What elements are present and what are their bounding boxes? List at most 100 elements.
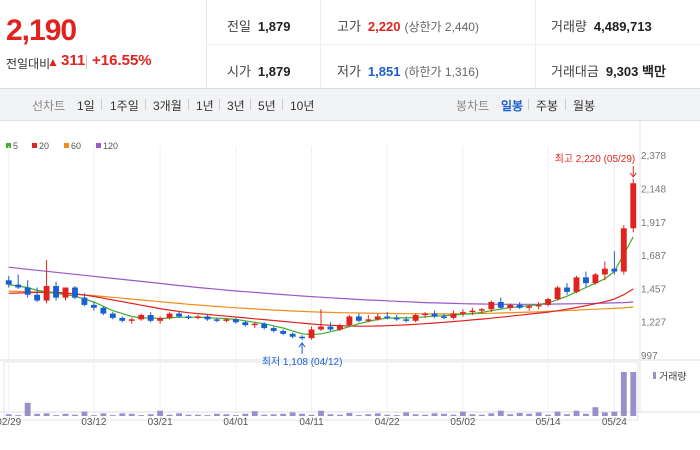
candle-body — [232, 319, 239, 323]
info-row-divider — [206, 44, 700, 45]
volume-panel-border — [3, 361, 639, 421]
legend-swatch — [64, 143, 69, 148]
legend-ma60: 60 — [64, 141, 81, 151]
x-tick-label: 05/24 — [602, 417, 627, 428]
volume-bar — [223, 414, 230, 416]
volume-bar — [318, 410, 324, 416]
candle-body — [157, 317, 164, 321]
candle-body — [242, 322, 249, 326]
volume-bar — [554, 411, 561, 416]
candle-body — [469, 310, 476, 313]
candle-body — [138, 315, 145, 320]
volume-bar — [53, 415, 59, 416]
candle-body — [308, 329, 315, 339]
candle-body — [346, 316, 353, 326]
candle-body — [601, 268, 608, 275]
volume-bar — [242, 413, 249, 416]
candle-body — [592, 274, 599, 284]
candle-body — [251, 323, 258, 326]
volume-bar — [583, 413, 589, 416]
open-price: 시가 1,879 — [227, 64, 291, 79]
volume-bar — [195, 414, 201, 416]
tab-period-5y[interactable]: 5년 — [258, 99, 276, 113]
volume-bar — [346, 412, 353, 416]
volume-bar — [564, 414, 570, 416]
candle-body — [318, 326, 324, 330]
candle-body — [450, 313, 457, 318]
tab-divider — [282, 99, 283, 110]
candle-body — [564, 287, 570, 292]
volume: 거래량 4,489,713 — [551, 19, 652, 34]
candle-body — [526, 306, 533, 308]
candle-body — [289, 333, 296, 337]
candle-body — [128, 319, 135, 321]
stock-chart[interactable]: 거래량 2,378 2,148 1,917 1,687 1,457 1,227 997 02… — [0, 120, 700, 450]
y-tick-label: 2,148 — [641, 184, 666, 195]
tab-period-1w[interactable]: 1주일 — [110, 99, 139, 113]
tab-period-3m[interactable]: 3개월 — [153, 99, 182, 113]
candlesticks — [5, 178, 637, 340]
candle-body — [185, 316, 192, 318]
candle-body — [630, 183, 637, 229]
trade-amount: 거래대금 9,303 백만 — [551, 64, 666, 79]
tab-divider — [528, 99, 529, 110]
change-percent: +16.55% — [92, 52, 152, 69]
volume-bar — [251, 411, 258, 416]
candle-body — [261, 323, 268, 329]
tab-monthly[interactable]: 월봉 — [573, 99, 596, 113]
candle-chart-label: 봉차트 — [456, 99, 490, 113]
volume-bar — [261, 414, 268, 416]
volume-bar — [469, 414, 476, 416]
volume-bar — [270, 414, 277, 416]
volume-bar — [43, 413, 50, 416]
chart-grid — [0, 120, 700, 421]
tab-period-3y[interactable]: 3년 — [227, 99, 245, 113]
x-tick-label: 04/01 — [223, 417, 248, 428]
legend-ma120: 120 — [96, 141, 118, 151]
x-tick-label: 02/29 — [0, 417, 22, 428]
volume-bar — [299, 413, 306, 416]
volume-bar — [34, 413, 41, 416]
volume-bar — [497, 410, 504, 416]
candle-body — [554, 287, 561, 300]
change-divider — [86, 55, 87, 69]
volume-bar — [431, 413, 438, 416]
candle-body — [545, 299, 552, 305]
volume-bar — [601, 412, 608, 416]
high-annotation: 최고 2,220 (05/29) — [555, 153, 636, 165]
volume-bar — [157, 410, 164, 416]
candle-body — [336, 325, 343, 330]
volume-bars: 거래량 — [5, 371, 687, 416]
quote-header: 2,190 전일대비 ▲ 311 +16.55% 전일 1,879 고가 2,220… — [0, 0, 700, 89]
tab-weekly[interactable]: 주봉 — [536, 99, 559, 113]
tab-period-1d[interactable]: 1일 — [77, 99, 95, 113]
volume-bar — [62, 413, 69, 416]
legend-swatch — [96, 143, 101, 148]
low-annotation: 최저 1,108 (04/12) — [262, 356, 343, 368]
candle-body — [374, 316, 381, 320]
volume-bar — [422, 414, 429, 416]
volume-bar — [109, 415, 116, 416]
volume-bar — [592, 407, 599, 416]
legend-swatch — [6, 143, 11, 148]
candle-body — [516, 304, 523, 308]
volume-bar — [630, 372, 637, 416]
tab-period-1y[interactable]: 1년 — [196, 99, 214, 113]
tab-daily[interactable]: 일봉 — [501, 99, 524, 113]
volume-bar — [403, 412, 410, 416]
x-tick-label: 05/14 — [536, 417, 561, 428]
y-tick-label: 1,917 — [641, 218, 666, 229]
volume-bar — [620, 372, 627, 416]
legend-swatch — [32, 143, 37, 148]
volume-bar — [176, 413, 182, 416]
candle-body — [393, 317, 400, 320]
high-arrow-head — [629, 172, 637, 178]
tab-divider — [250, 99, 251, 110]
candle-body — [195, 316, 201, 318]
volume-bar — [393, 415, 400, 416]
candle-body — [573, 277, 580, 292]
volume-bar — [450, 414, 457, 416]
tab-divider — [145, 99, 146, 110]
volume-bar — [81, 411, 88, 416]
tab-period-10y[interactable]: 10년 — [290, 99, 315, 113]
